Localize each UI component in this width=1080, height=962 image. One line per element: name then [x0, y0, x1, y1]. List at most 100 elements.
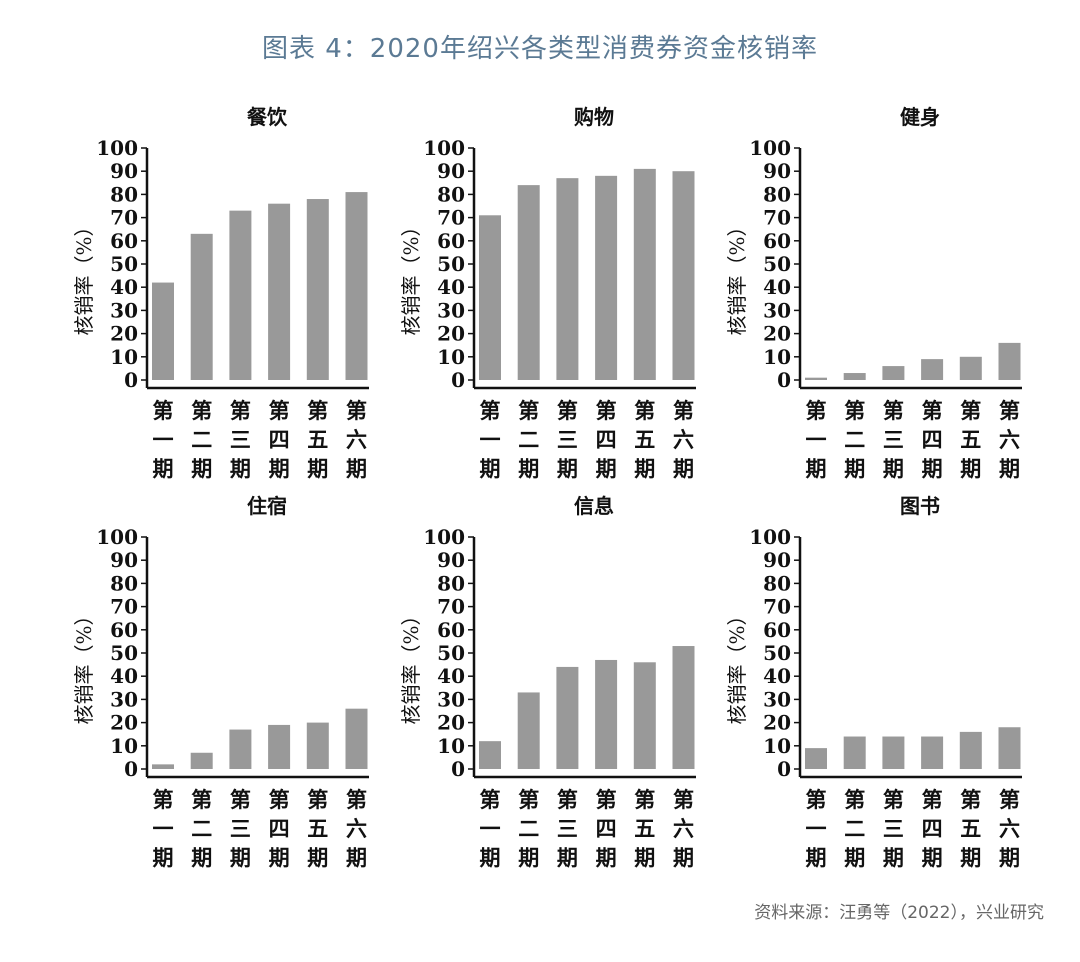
chart-panel-5: 信息核销率（%）0102030405060708090100第一期第二期第三期第…: [399, 494, 696, 870]
y-axis-label: 核销率（%）: [72, 216, 96, 335]
bar-4: [268, 724, 291, 769]
y-tick-label: 100: [96, 525, 138, 549]
y-tick-label: 60: [763, 229, 791, 253]
y-tick-label: 0: [777, 368, 791, 392]
y-tick-label: 80: [110, 571, 138, 595]
bar-3: [882, 736, 905, 769]
x-tick-label: 第一期: [153, 787, 174, 870]
y-tick-label: 0: [124, 757, 138, 781]
bar-4: [595, 659, 618, 769]
bar-2: [190, 752, 213, 769]
chart-title: 健身: [900, 105, 940, 129]
y-tick-label: 70: [763, 206, 791, 230]
bar-1: [479, 741, 501, 769]
bar-5: [959, 731, 982, 769]
x-tick-label: 第四期: [922, 787, 943, 870]
x-tick-label: 第五期: [634, 398, 655, 481]
y-tick-label: 40: [110, 275, 138, 299]
y-tick-label: 80: [437, 182, 465, 206]
y-tick-label: 100: [749, 136, 791, 160]
bar-6: [345, 192, 368, 380]
chart-title: 购物: [574, 105, 614, 129]
bar-2: [517, 692, 540, 769]
y-axis-label: 核销率（%）: [399, 216, 423, 335]
y-tick-label: 40: [437, 664, 465, 688]
y-tick-label: 30: [110, 687, 138, 711]
y-tick-label: 50: [437, 641, 465, 665]
y-axis-label: 核销率（%）: [399, 605, 423, 724]
y-tick-label: 90: [110, 159, 138, 183]
y-tick-label: 20: [763, 322, 791, 346]
bar-1: [479, 215, 501, 380]
y-tick-label: 80: [437, 571, 465, 595]
bar-2: [190, 233, 213, 380]
y-tick-label: 90: [437, 548, 465, 572]
y-tick-label: 10: [763, 345, 791, 369]
y-tick-label: 80: [763, 571, 791, 595]
y-tick-label: 40: [763, 275, 791, 299]
x-tick-label: 第六期: [999, 787, 1020, 870]
y-tick-label: 10: [763, 734, 791, 758]
x-tick-label: 第五期: [307, 398, 328, 481]
x-tick-label: 第二期: [191, 398, 212, 481]
bar-5: [306, 199, 329, 380]
y-tick-label: 50: [763, 641, 791, 665]
y-axis-label: 核销率（%）: [72, 605, 96, 724]
y-tick-label: 60: [437, 229, 465, 253]
y-tick-label: 60: [763, 618, 791, 642]
x-tick-label: 第一期: [480, 787, 501, 870]
x-tick-label: 第五期: [960, 398, 981, 481]
bar-4: [921, 736, 944, 769]
chart-title: 住宿: [247, 494, 287, 518]
y-tick-label: 20: [437, 711, 465, 735]
chart-title: 信息: [574, 494, 614, 518]
bar-4: [268, 203, 291, 380]
y-tick-label: 60: [110, 618, 138, 642]
figure-title: 图表 4：2020年绍兴各类型消费券资金核销率: [262, 34, 818, 64]
y-tick-label: 40: [763, 664, 791, 688]
y-tick-label: 30: [437, 298, 465, 322]
bar-1: [805, 748, 827, 769]
x-tick-label: 第三期: [557, 398, 578, 481]
y-tick-label: 20: [437, 322, 465, 346]
x-tick-label: 第三期: [230, 398, 251, 481]
x-tick-label: 第四期: [269, 398, 290, 481]
x-tick-label: 第五期: [960, 787, 981, 870]
x-tick-label: 第一期: [153, 398, 174, 481]
x-tick-label: 第六期: [999, 398, 1020, 481]
y-tick-label: 70: [110, 206, 138, 230]
y-tick-label: 30: [763, 687, 791, 711]
y-tick-label: 60: [437, 618, 465, 642]
y-tick-label: 70: [437, 595, 465, 619]
y-tick-label: 10: [437, 345, 465, 369]
x-tick-label: 第五期: [307, 787, 328, 870]
y-tick-label: 0: [777, 757, 791, 781]
y-tick-label: 20: [110, 711, 138, 735]
bar-6: [672, 171, 695, 380]
y-tick-label: 20: [763, 711, 791, 735]
x-tick-label: 第六期: [346, 398, 367, 481]
bar-3: [229, 729, 252, 769]
y-tick-label: 0: [451, 368, 465, 392]
bar-1: [152, 764, 174, 769]
bar-3: [229, 210, 252, 380]
x-tick-label: 第二期: [518, 398, 539, 481]
x-tick-label: 第三期: [883, 787, 904, 870]
y-tick-label: 0: [124, 368, 138, 392]
x-tick-label: 第六期: [346, 787, 367, 870]
y-tick-label: 70: [437, 206, 465, 230]
bar-4: [921, 359, 944, 380]
chart-panel-3: 健身核销率（%）0102030405060708090100第一期第二期第三期第…: [725, 105, 1022, 481]
x-tick-label: 第一期: [806, 787, 827, 870]
y-axis-label: 核销率（%）: [725, 216, 749, 335]
y-tick-label: 60: [110, 229, 138, 253]
y-tick-label: 90: [437, 159, 465, 183]
y-tick-label: 30: [437, 687, 465, 711]
y-tick-label: 10: [110, 345, 138, 369]
bar-3: [882, 366, 905, 380]
bar-6: [672, 646, 695, 769]
x-tick-label: 第四期: [269, 787, 290, 870]
bar-2: [843, 373, 866, 380]
x-tick-label: 第四期: [596, 787, 617, 870]
y-tick-label: 30: [110, 298, 138, 322]
